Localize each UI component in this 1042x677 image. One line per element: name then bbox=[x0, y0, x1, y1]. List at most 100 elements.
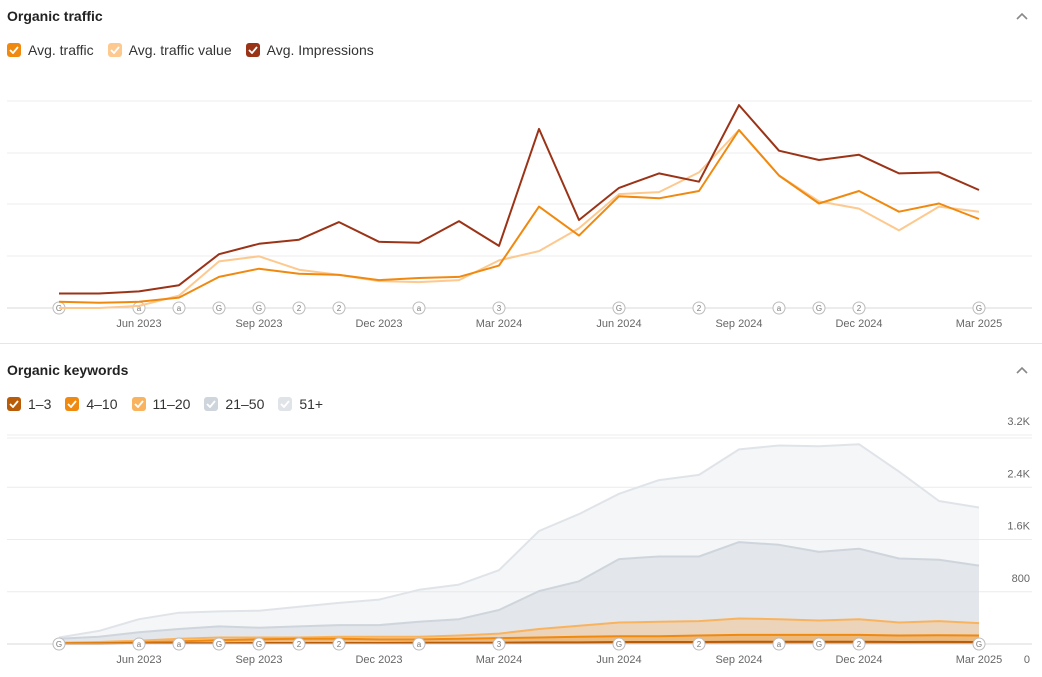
annotation-marker-label: 3 bbox=[497, 304, 502, 313]
x-tick-label: Mar 2024 bbox=[476, 654, 522, 666]
legend-label: 4–10 bbox=[86, 396, 118, 412]
legend-label: Avg. traffic value bbox=[128, 42, 232, 58]
annotation-marker bbox=[212, 301, 226, 315]
y-tick-label: 2.4K bbox=[1007, 468, 1030, 480]
x-tick-label: Sep 2024 bbox=[715, 654, 762, 666]
x-tick-label: Jun 2023 bbox=[116, 318, 161, 330]
annotation-marker-label: 2 bbox=[697, 304, 702, 313]
annotation-marker bbox=[852, 637, 866, 651]
annotation-marker bbox=[132, 637, 146, 651]
annotation-marker bbox=[972, 637, 986, 651]
annotation-marker bbox=[692, 637, 706, 651]
checkbox-icon[interactable] bbox=[245, 43, 260, 57]
legend-item-pos-21-50[interactable]: 21–50 bbox=[204, 396, 264, 412]
x-tick-label: Sep 2024 bbox=[715, 318, 762, 330]
x-tick-label: Mar 2025 bbox=[956, 654, 1002, 666]
annotation-marker-label: a bbox=[417, 640, 422, 649]
annotation-marker-label: a bbox=[177, 304, 182, 313]
annotation-marker bbox=[292, 301, 306, 315]
organic-keywords-panel: Organic keywords 1–3 4–10 11–20 bbox=[0, 343, 1042, 677]
annotation-marker bbox=[412, 637, 426, 651]
annotation-marker bbox=[252, 637, 266, 651]
annotation-marker-label: 2 bbox=[297, 640, 302, 649]
legend-item-pos-1-3[interactable]: 1–3 bbox=[7, 396, 51, 412]
legend-item-pos-4-10[interactable]: 4–10 bbox=[65, 396, 118, 412]
annotation-marker-label: a bbox=[417, 304, 422, 313]
series-line-11-20 bbox=[58, 617, 980, 644]
annotation-marker bbox=[772, 301, 786, 315]
x-tick-label: Sep 2023 bbox=[235, 318, 282, 330]
x-tick-label: Dec 2024 bbox=[835, 654, 882, 666]
checkbox-icon[interactable] bbox=[107, 43, 122, 57]
y-tick-label: 3.2K bbox=[1007, 416, 1030, 428]
legend-label: Avg. traffic bbox=[28, 42, 94, 58]
organic-traffic-panel: Organic traffic Avg. traffic Avg. traffi… bbox=[7, 6, 1032, 330]
annotation-marker bbox=[412, 301, 426, 315]
x-tick-label: Sep 2023 bbox=[235, 654, 282, 666]
annotation-marker bbox=[52, 637, 66, 651]
annotation-marker bbox=[972, 301, 986, 315]
legend-label: 51+ bbox=[299, 396, 324, 412]
checkbox-icon[interactable] bbox=[65, 397, 80, 411]
y-tick-label: 1.6K bbox=[1007, 521, 1030, 533]
annotation-marker-label: G bbox=[56, 640, 62, 649]
panel-title: Organic traffic bbox=[7, 8, 103, 24]
annotation-marker bbox=[172, 637, 186, 651]
legend-label: Avg. Impressions bbox=[266, 42, 374, 58]
chevron-up-icon bbox=[1016, 366, 1028, 374]
panel-title: Organic keywords bbox=[7, 362, 129, 378]
legend-item-pos-51-plus[interactable]: 51+ bbox=[278, 396, 323, 412]
collapse-button[interactable] bbox=[1012, 6, 1032, 26]
checkbox-icon[interactable] bbox=[131, 397, 146, 411]
annotation-marker-label: 2 bbox=[857, 640, 862, 649]
annotation-marker bbox=[172, 301, 186, 315]
x-tick-label: Jun 2023 bbox=[116, 654, 161, 666]
x-tick-label: Dec 2024 bbox=[835, 318, 882, 330]
annotation-marker-label: G bbox=[976, 304, 982, 313]
annotation-marker-label: a bbox=[137, 304, 142, 313]
legend-item-pos-11-20[interactable]: 11–20 bbox=[131, 396, 191, 412]
annotation-marker-label: 2 bbox=[857, 304, 862, 313]
annotation-marker-label: a bbox=[777, 640, 782, 649]
x-tick-label: Dec 2023 bbox=[355, 654, 402, 666]
annotation-marker-label: G bbox=[216, 640, 222, 649]
annotation-marker-label: G bbox=[256, 640, 262, 649]
legend-item-avg-impressions[interactable]: Avg. Impressions bbox=[245, 42, 374, 58]
x-tick-label: Mar 2024 bbox=[476, 318, 522, 330]
legend-item-avg-traffic[interactable]: Avg. traffic bbox=[7, 42, 94, 58]
series-line-21-50 bbox=[58, 541, 980, 640]
legend-item-avg-traffic-value[interactable]: Avg. traffic value bbox=[107, 42, 232, 58]
legend-label: 1–3 bbox=[28, 396, 52, 412]
annotation-marker-label: G bbox=[616, 304, 622, 313]
keywords-legend: 1–3 4–10 11–20 21–50 51+ bbox=[7, 396, 323, 412]
checkbox-icon[interactable] bbox=[278, 397, 293, 411]
annotation-marker bbox=[252, 301, 266, 315]
keywords-chart: 0 800 1.6K 2.4K 3.2K Jun 2023 Sep 2023 Dec 2023… bbox=[7, 416, 1032, 666]
annotation-marker-label: 2 bbox=[337, 304, 342, 313]
series-line-avg-traffic-value bbox=[59, 129, 980, 309]
annotation-marker bbox=[332, 637, 346, 651]
annotation-marker bbox=[332, 301, 346, 315]
series-line-avg-traffic bbox=[58, 129, 980, 304]
annotation-marker-label: a bbox=[177, 640, 182, 649]
collapse-button[interactable] bbox=[1012, 360, 1032, 380]
series-line-1-3 bbox=[59, 640, 980, 645]
annotation-marker-label: G bbox=[616, 640, 622, 649]
annotation-marker bbox=[852, 301, 866, 315]
legend-label: 11–20 bbox=[152, 396, 191, 412]
annotation-marker bbox=[812, 637, 826, 651]
annotation-marker bbox=[612, 301, 626, 315]
checkbox-icon[interactable] bbox=[7, 397, 21, 411]
x-tick-label: Jun 2024 bbox=[596, 318, 641, 330]
checkbox-icon[interactable] bbox=[204, 397, 219, 411]
x-tick-label: Jun 2024 bbox=[596, 654, 641, 666]
annotation-marker-label: G bbox=[216, 304, 222, 313]
annotation-marker-label: 2 bbox=[337, 640, 342, 649]
annotation-marker-label: G bbox=[816, 304, 822, 313]
annotation-marker bbox=[492, 301, 506, 315]
annotation-marker bbox=[492, 637, 506, 651]
annotation-marker-label: G bbox=[256, 304, 262, 313]
annotation-marker bbox=[772, 637, 786, 651]
checkbox-icon[interactable] bbox=[7, 43, 21, 57]
y-tick-label: 0 bbox=[1024, 654, 1030, 666]
